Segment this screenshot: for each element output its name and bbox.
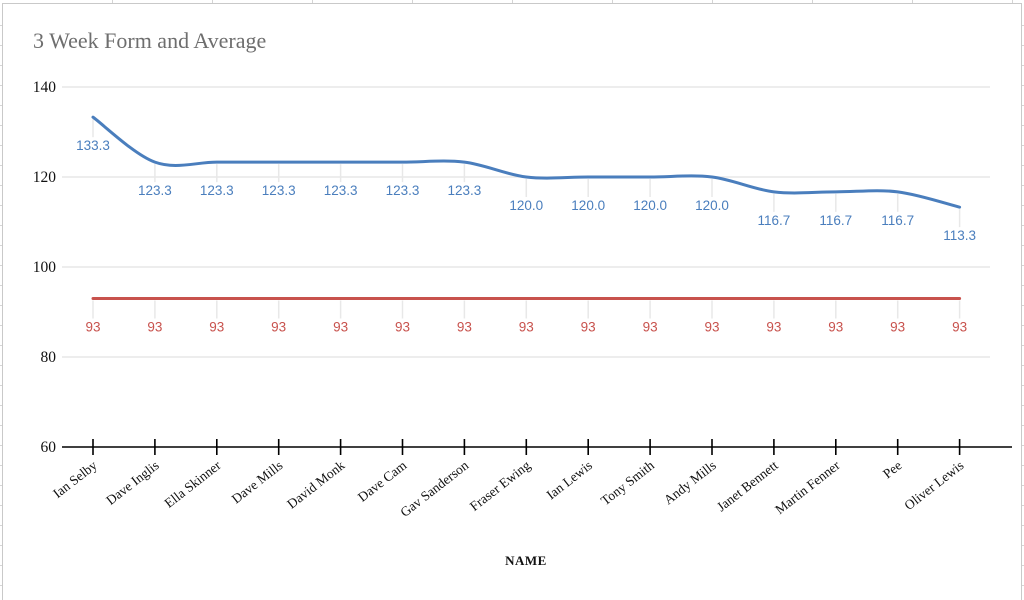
x-axis-category-label: Janet Bennett — [714, 457, 781, 514]
data-label: 123.3 — [448, 183, 482, 198]
data-label: 93 — [147, 320, 162, 335]
data-label: 120.0 — [571, 198, 605, 213]
x-axis-category-label: Dave Inglis — [103, 458, 162, 508]
data-label: 123.3 — [138, 183, 172, 198]
data-label: 133.3 — [76, 138, 110, 153]
x-axis-category-label: Gav Sanderson — [397, 457, 471, 520]
data-label: 123.3 — [200, 183, 234, 198]
spreadsheet-column-stubs — [0, 0, 1024, 3]
data-label: 93 — [519, 320, 534, 335]
data-label: 123.3 — [386, 183, 420, 198]
data-label: 93 — [828, 320, 843, 335]
data-label: 93 — [333, 320, 348, 335]
x-axis-category-label: Tony Smith — [598, 457, 657, 508]
data-label: 93 — [395, 320, 410, 335]
x-axis-category-label: David Monk — [284, 457, 348, 511]
data-label: 120.0 — [695, 198, 729, 213]
data-label: 120.0 — [633, 198, 667, 213]
data-label: 93 — [85, 320, 100, 335]
spreadsheet-row-stubs-left — [0, 4, 3, 600]
series-line-form — [91, 115, 962, 209]
data-label: 93 — [766, 320, 781, 335]
y-axis-tick-label: 80 — [41, 349, 57, 366]
data-label: 123.3 — [324, 183, 358, 198]
x-axis-category-label: Dave Mills — [229, 458, 286, 507]
data-label: 93 — [271, 320, 286, 335]
x-axis-category-label: Fraser Ewing — [467, 457, 533, 514]
data-label: 93 — [890, 320, 905, 335]
x-axis-category-label: Oliver Lewis — [901, 458, 966, 513]
x-axis-category-label: Ella Skinner — [162, 457, 225, 510]
data-label: 116.7 — [881, 213, 914, 228]
data-label: 93 — [457, 320, 472, 335]
data-label: 93 — [952, 320, 967, 335]
data-label: 116.7 — [819, 213, 852, 228]
y-axis-tick-label: 120 — [33, 169, 57, 186]
x-axis-category-label: Martin Fenner — [772, 457, 843, 517]
data-label: 123.3 — [262, 183, 296, 198]
spreadsheet-row-stubs-right — [1021, 4, 1024, 600]
data-label: 120.0 — [509, 198, 543, 213]
data-label: 113.3 — [943, 228, 976, 243]
y-axis-tick-label: 100 — [33, 259, 57, 276]
data-label: 93 — [209, 320, 224, 335]
x-axis-title: NAME — [505, 553, 547, 568]
x-axis-category-label: Ian Lewis — [544, 458, 595, 503]
data-label: 116.7 — [758, 213, 791, 228]
x-axis-category-label: Dave Cam — [355, 457, 410, 504]
data-label: 93 — [581, 320, 596, 335]
chart-title: 3 Week Form and Average — [33, 28, 267, 53]
x-axis-category-label: Andy Mills — [661, 458, 719, 508]
chart-frame — [2, 3, 1022, 600]
y-axis-tick-label: 140 — [33, 79, 57, 96]
x-axis-category-label: Pee — [880, 458, 905, 482]
data-label: 93 — [643, 320, 658, 335]
data-label: 93 — [704, 320, 719, 335]
y-axis-tick-label: 60 — [41, 439, 57, 456]
x-axis-category-label: Ian Selby — [50, 457, 100, 501]
